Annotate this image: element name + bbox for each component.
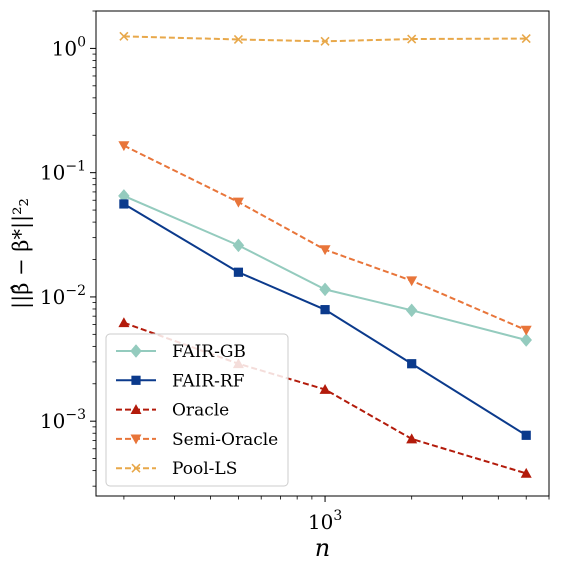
x-tick-label-base: 10 <box>308 510 333 534</box>
y-tick-label-exponent: −1 <box>65 159 86 175</box>
data-point-oracle <box>319 383 331 394</box>
data-point-fair-gb <box>405 303 418 318</box>
legend-label-fair-rf: FAIR-RF <box>172 371 245 391</box>
series-line-fair-gb <box>123 194 527 341</box>
y-tick-label-base: 10 <box>52 36 77 60</box>
x-tick-label: 103 <box>308 508 342 534</box>
data-point-pool-ls <box>119 31 129 41</box>
data-point-oracle <box>520 467 532 478</box>
y-tick-label: 100 <box>52 34 86 60</box>
data-point-fair-rf <box>320 305 330 315</box>
y-tick-label: 10−1 <box>40 159 86 185</box>
data-point-fair-rf <box>521 430 531 440</box>
y-tick-label-exponent: −2 <box>65 283 86 299</box>
data-point-oracle <box>406 433 418 444</box>
legend-label-oracle: Oracle <box>172 401 229 421</box>
legend-label-semi-oracle: Semi-Oracle <box>172 430 278 450</box>
data-point-semi-oracle <box>520 325 532 336</box>
data-point-pool-ls <box>407 34 417 44</box>
y-tick-label-exponent: −3 <box>65 407 86 423</box>
legend: FAIR-GB FAIR-RF Oracle Semi-Oracle Pool-LS <box>105 333 289 487</box>
legend-marker-semi-oracle <box>130 434 142 445</box>
data-point-semi-oracle <box>319 245 331 256</box>
y-tick-label-base: 10 <box>40 161 65 185</box>
data-point-fair-rf <box>119 199 129 209</box>
legend-marker-fair-gb <box>130 344 142 358</box>
legend-box <box>105 333 289 487</box>
legend-marker-fair-rf <box>131 375 141 385</box>
x-axis-label: n <box>315 534 330 562</box>
y-tick-label-base: 10 <box>40 409 65 433</box>
data-point-pool-ls <box>320 36 330 46</box>
y-tick-label: 10−3 <box>40 407 86 433</box>
data-point-semi-oracle <box>232 197 244 208</box>
data-point-oracle <box>118 317 130 328</box>
data-point-fair-rf <box>233 267 244 277</box>
data-point-pool-ls <box>233 34 243 45</box>
legend-marker-oracle <box>130 404 142 414</box>
data-point-fair-gb <box>319 282 331 297</box>
legend-marker-pool-ls <box>131 463 141 473</box>
data-point-semi-oracle <box>406 276 418 287</box>
y-tick-label-base: 10 <box>40 285 65 309</box>
y-tick-label: 10−2 <box>40 283 86 309</box>
data-point-fair-gb <box>232 238 245 253</box>
axes-frame <box>95 10 550 497</box>
y-axis-label: ||β̂ − β*||²₂ <box>9 198 34 309</box>
data-point-fair-gb <box>520 333 533 347</box>
series-line-semi-oracle <box>123 144 527 332</box>
legend-label-pool-ls: Pool-LS <box>172 459 237 479</box>
data-point-pool-ls <box>521 34 531 44</box>
plot-area <box>118 31 533 478</box>
legend-label-fair-gb: FAIR-GB <box>172 342 246 362</box>
y-tick-label-exponent: 0 <box>77 34 86 50</box>
x-tick-label-exponent: 3 <box>333 508 342 524</box>
data-point-fair-rf <box>407 359 417 369</box>
data-point-semi-oracle <box>118 141 130 152</box>
